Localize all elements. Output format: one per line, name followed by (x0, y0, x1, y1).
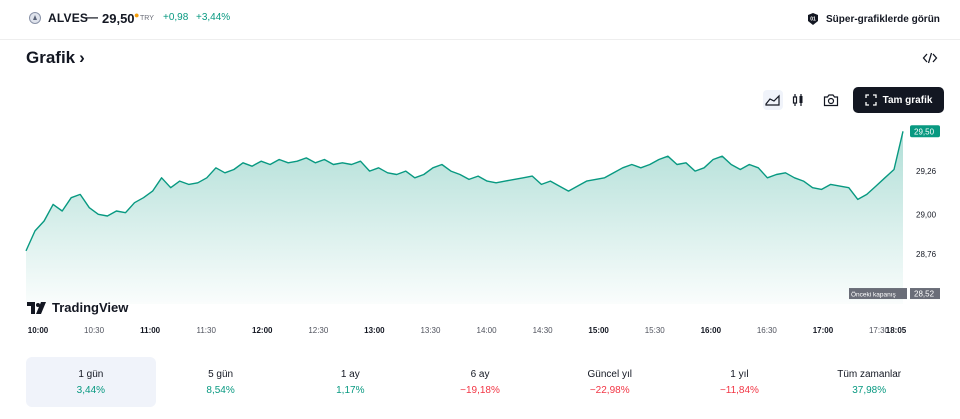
x-tick-label: 13:30 (420, 326, 441, 335)
current-price-label: 29,50 (914, 127, 935, 136)
market-status-dot: ● (134, 10, 140, 20)
x-tick-label: 13:00 (364, 326, 385, 335)
x-tick-label: 16:00 (701, 326, 722, 335)
range-change-value: 3,44% (76, 385, 106, 396)
last-price: 29,50 (102, 11, 135, 26)
range-option[interactable]: 1 ay 1,17% (285, 357, 415, 407)
full-chart-label: Tam grafik (882, 94, 933, 106)
chart-section-title[interactable]: Grafik › (26, 48, 85, 68)
x-tick-label: 14:30 (533, 326, 554, 335)
range-option[interactable]: Güncel yıl −22,98% (545, 357, 675, 407)
symbol-separator: — (86, 10, 98, 24)
y-tick-label: 29,00 (916, 210, 937, 219)
x-tick-label: 10:00 (28, 326, 49, 335)
x-tick-label: 16:30 (757, 326, 778, 335)
previous-close-badge (849, 288, 907, 300)
x-tick-label: 15:30 (645, 326, 666, 335)
x-tick-label: 10:30 (84, 326, 105, 335)
range-option[interactable]: Tüm zamanlar 37,98% (804, 357, 934, 407)
x-tick-label: 18:05 (886, 326, 907, 335)
chevron-right-icon: › (79, 48, 85, 67)
x-tick-label: 17:00 (813, 326, 834, 335)
range-label: 5 gün (208, 369, 234, 380)
range-change-value: 8,54% (206, 385, 235, 396)
range-label: 1 yıl (730, 369, 749, 380)
embed-code-icon[interactable] (922, 50, 938, 66)
fullscreen-icon (864, 94, 877, 106)
x-tick-label: 12:30 (308, 326, 329, 335)
tradingview-logo-icon (27, 301, 46, 314)
range-label: 1 ay (340, 369, 360, 380)
company-logo-icon (29, 12, 41, 24)
price-line (25, 131, 904, 252)
range-option[interactable]: 5 gün 8,54% (156, 357, 286, 407)
previous-close-text: Önceki kapanış (851, 291, 897, 299)
y-tick-label: 28,76 (916, 250, 937, 259)
range-option[interactable]: 6 ay −19,18% (415, 357, 545, 407)
price-chart[interactable]: 29,26 29,00 28,76 29,50 Önceki kapanış 28,52 1… (0, 118, 960, 340)
full-chart-button[interactable]: Tam grafik (853, 87, 944, 113)
x-tick-label: 14:00 (477, 326, 498, 335)
x-tick-label: 17:30 (869, 326, 890, 335)
tradingview-name: TradingView (52, 300, 129, 315)
currency-label: TRY (140, 15, 154, 22)
symbol-header: ALVES — 29,50 ● TRY +0,98 +3,44% 01 Süpe… (0, 0, 960, 40)
x-tick-label: 15:00 (588, 326, 609, 335)
tradingview-logo[interactable]: TradingView (27, 300, 128, 315)
super-charts-link[interactable]: 01 Süper-grafiklerde görün (806, 10, 940, 28)
range-change-value: −22,98% (589, 385, 630, 396)
super-charts-label: Süper-grafiklerde görün (826, 13, 940, 25)
area-chart-icon (765, 94, 780, 106)
range-change-value: −19,18% (460, 385, 500, 396)
x-tick-label: 12:00 (252, 326, 273, 335)
range-option[interactable]: 1 yıl −11,84% (675, 357, 805, 407)
x-tick-label: 11:30 (196, 326, 216, 335)
range-label: 6 ay (470, 369, 490, 380)
candlestick-icon (792, 94, 803, 106)
price-change-percent: +3,44% (196, 12, 231, 23)
previous-close-value: 28,52 (914, 290, 935, 299)
range-label: Güncel yıl (587, 369, 632, 380)
candlestick-button[interactable] (788, 90, 808, 110)
range-label: 1 gün (78, 369, 104, 380)
y-tick-label: 29,26 (916, 167, 937, 176)
range-change-value: 1,17% (336, 385, 365, 396)
svg-text:01: 01 (810, 17, 816, 23)
x-tick-label: 11:00 (140, 326, 161, 335)
range-change-value: −11,84% (719, 385, 759, 396)
section-title-text: Grafik (26, 48, 76, 67)
range-label: Tüm zamanlar (837, 369, 902, 380)
price-area-fill (26, 131, 903, 304)
current-price-badge (910, 125, 940, 138)
previous-close-value-badge (910, 288, 940, 300)
price-change: +0,98 (163, 12, 189, 23)
range-change-value: 37,98% (852, 385, 887, 396)
super-charts-icon: 01 (808, 13, 818, 25)
time-range-selector: 1 gün 3,44% 5 gün 8,54% 1 ay 1,17% 6 ay −19,18%… (26, 357, 934, 407)
camera-icon (823, 94, 839, 107)
range-option[interactable]: 1 gün 3,44% (26, 357, 156, 407)
symbol-name[interactable]: ALVES (48, 11, 89, 25)
area-chart-button[interactable] (763, 90, 783, 110)
screenshot-button[interactable] (821, 90, 841, 110)
